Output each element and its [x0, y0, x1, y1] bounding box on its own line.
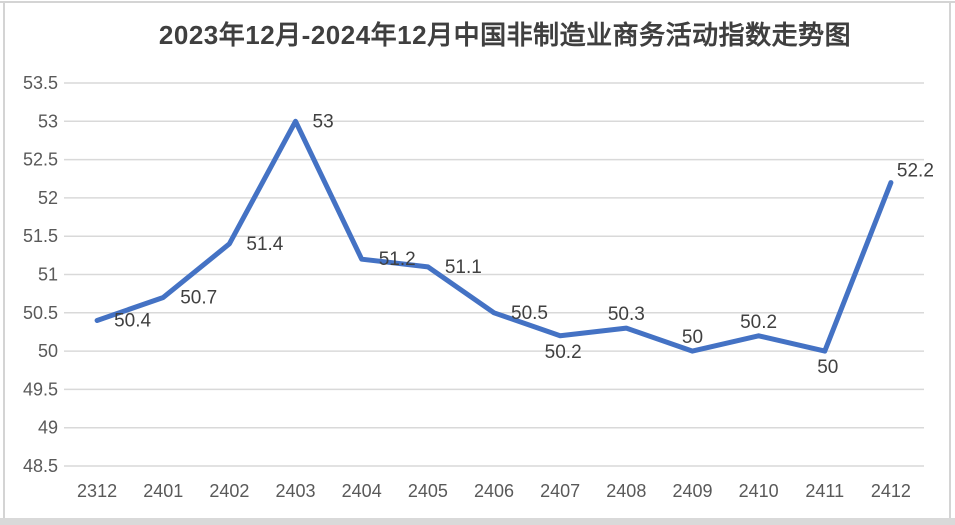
data-point-label: 51.2	[379, 249, 416, 270]
data-point-label: 50.2	[545, 342, 582, 363]
y-axis-tick-label: 50	[38, 341, 58, 361]
data-point-label: 52.2	[897, 161, 934, 182]
y-axis-tick-label: 53	[38, 111, 58, 131]
data-point-label: 50	[817, 357, 838, 378]
bottom-edge-bar	[0, 518, 955, 525]
x-axis-tick-label: 2402	[209, 481, 249, 501]
window-left-border	[3, 1, 5, 518]
data-point-label: 50.7	[180, 287, 217, 308]
data-point-label: 50.2	[740, 312, 777, 333]
x-axis-tick-label: 2410	[739, 481, 779, 501]
data-point-label: 51.1	[445, 257, 482, 278]
window-right-border	[949, 1, 951, 518]
y-axis-tick-label: 50.5	[23, 303, 58, 323]
y-axis-tick-label: 52.5	[23, 150, 58, 170]
data-point-label: 50.3	[608, 304, 645, 325]
x-axis-tick-label: 2412	[871, 481, 911, 501]
x-axis-tick-label: 2403	[276, 481, 316, 501]
window-top-border	[0, 1, 955, 3]
x-axis-tick-label: 2406	[474, 481, 514, 501]
x-axis-tick-label: 2404	[342, 481, 382, 501]
x-axis-tick-label: 2407	[540, 481, 580, 501]
x-axis-tick-label: 2405	[408, 481, 448, 501]
y-axis-tick-label: 49	[38, 418, 58, 438]
data-point-label: 51.4	[246, 234, 283, 255]
y-axis-tick-label: 52	[38, 188, 58, 208]
data-point-label: 50.4	[114, 310, 151, 331]
index-line-series	[94, 118, 894, 354]
data-point-label: 50.5	[511, 303, 548, 324]
x-axis-tick-label: 2411	[805, 481, 844, 501]
y-axis-tick-label: 49.5	[23, 379, 58, 399]
y-axis-tick-label: 51	[38, 265, 58, 285]
chart-title: 2023年12月-2024年12月中国非制造业商务活动指数走势图	[158, 20, 852, 50]
y-axis-tick-label: 53.5	[23, 73, 58, 93]
data-point-label: 53	[313, 111, 334, 132]
x-axis-tick-label: 2401	[143, 481, 183, 501]
y-axis-tick-label: 48.5	[23, 456, 58, 476]
y-axis-tick-label: 51.5	[23, 226, 58, 246]
x-axis-tick-label: 2409	[672, 481, 712, 501]
x-axis-tick-label: 2408	[606, 481, 646, 501]
data-point-label: 50	[682, 327, 703, 348]
x-axis-tick-label: 2312	[77, 481, 117, 501]
